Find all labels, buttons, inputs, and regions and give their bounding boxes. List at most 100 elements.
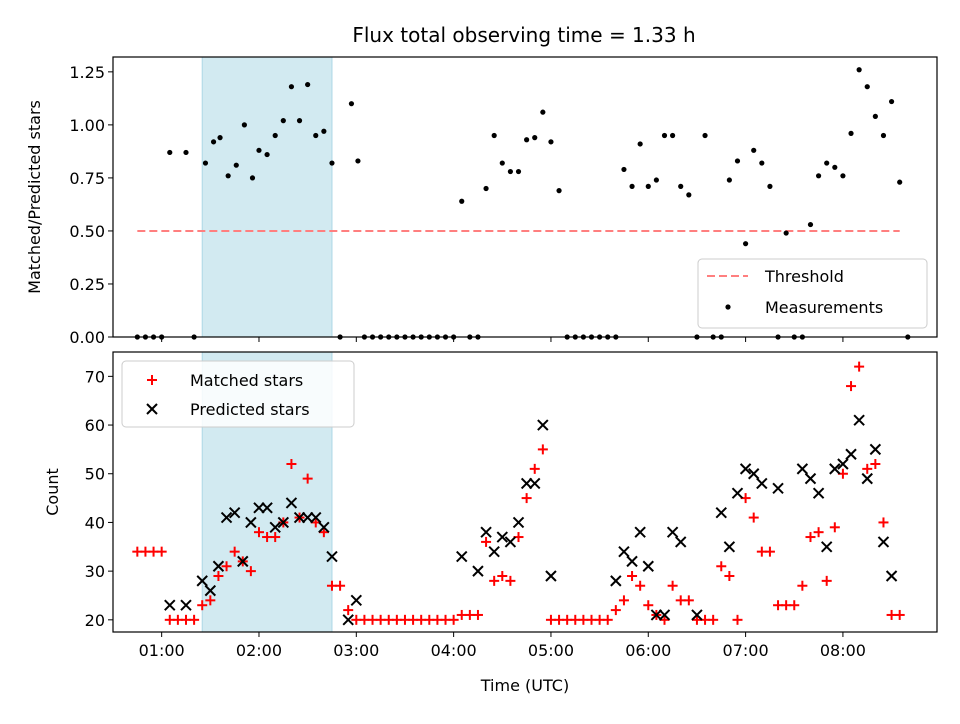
- predicted-star-point: [269, 521, 281, 534]
- measurement-point: [621, 166, 627, 173]
- legend-box: [121, 360, 355, 428]
- predicted-star-point: [715, 506, 727, 519]
- measurement-point: [864, 84, 870, 90]
- predicted-star-point: [529, 477, 541, 490]
- predicted-star-point: [512, 516, 525, 529]
- matched-star-point: [618, 595, 629, 606]
- y-tick-label: 0.00: [69, 328, 105, 347]
- predicted-star-point: [739, 463, 752, 475]
- matched-star-point: [813, 527, 824, 538]
- predicted-star-point: [285, 497, 298, 509]
- predicted-star-point: [220, 511, 233, 524]
- predicted-star-point: [829, 463, 841, 475]
- matched-star-point: [821, 575, 832, 586]
- axes-frame: [112, 56, 938, 338]
- predicted-star-point: [691, 609, 703, 621]
- predicted-star-point-b: [456, 550, 468, 563]
- y-tick-label: 1.25: [69, 63, 105, 82]
- predicted-star-point-b: [245, 516, 257, 529]
- predicted-star-point-b: [804, 472, 817, 485]
- predicted-star-point: [253, 502, 265, 514]
- matched-star-point: [189, 614, 200, 625]
- measurement-point: [210, 139, 217, 145]
- predicted-star-point: [456, 550, 468, 563]
- measurement-point: [288, 84, 295, 90]
- measurement-point: [499, 160, 505, 166]
- x-tick-label: 03:00: [333, 641, 379, 660]
- x-tick-label: 02:00: [236, 641, 282, 660]
- predicted-star-point: [301, 511, 314, 524]
- predicted-star-point: [164, 599, 176, 611]
- matched-star-point: [643, 600, 654, 611]
- y-tick-label: 70: [85, 367, 105, 386]
- x-tick-label: 05:00: [528, 641, 574, 660]
- predicted-star-point: [204, 584, 217, 597]
- predicted-star-point: [196, 575, 208, 587]
- predicted-star-point-b: [253, 502, 265, 514]
- predicted-star-point: [634, 526, 646, 538]
- predicted-star-point-b: [829, 463, 841, 475]
- predicted-star-point: [245, 516, 257, 529]
- predicted-star-point-b: [285, 497, 298, 509]
- predicted-star-point-b: [666, 526, 679, 538]
- predicted-star-point-b: [212, 560, 225, 572]
- predicted-star-point-b: [512, 516, 525, 529]
- predicted-star-point-b: [237, 555, 249, 568]
- matched-star-point: [789, 600, 800, 611]
- measurement-point: [217, 135, 223, 141]
- predicted-star-point-b: [180, 599, 192, 611]
- matched-star-point: [627, 571, 638, 581]
- predicted-star-point-b: [277, 516, 290, 529]
- measurement-point: [726, 177, 732, 183]
- legend-matched-swatch: [147, 375, 157, 385]
- chart-title: Flux total observing time = 1.33 h: [352, 23, 695, 47]
- measurement-point: [202, 160, 209, 166]
- predicted-star-point-b: [326, 550, 338, 563]
- matched-star-point: [529, 463, 540, 474]
- measurement-point: [637, 141, 643, 147]
- measurement-point: [783, 230, 789, 236]
- measurement-point: [183, 149, 189, 156]
- measurement-point: [483, 185, 489, 192]
- legend-threshold-label: Threshold: [764, 267, 844, 286]
- matched-star-point: [748, 512, 759, 523]
- predicted-star-point-b: [715, 506, 727, 519]
- x-tick-label: 06:00: [625, 641, 671, 660]
- y-tick-label: 60: [85, 416, 105, 435]
- predicted-star-point: [675, 536, 687, 548]
- predicted-star-point: [237, 555, 249, 568]
- measurement-point: [241, 122, 247, 128]
- measurement-point: [329, 160, 335, 166]
- measurement-point: [556, 188, 562, 194]
- predicted-star-point-b: [545, 570, 557, 582]
- predicted-star-point-b: [772, 482, 784, 495]
- predicted-star-point: [731, 487, 744, 499]
- predicted-star-point-b: [642, 560, 654, 572]
- measurement-point: [507, 168, 514, 175]
- predicted-star-point: [277, 516, 290, 529]
- matched-star-point: [343, 605, 354, 616]
- predicted-star-point: [748, 468, 760, 480]
- measurement-point: [702, 132, 708, 139]
- predicted-star-point-b: [220, 511, 233, 524]
- measurement-point: [815, 173, 822, 179]
- predicted-star-point: [496, 531, 508, 543]
- predicted-star-point: [642, 560, 654, 572]
- matched-star-point: [318, 527, 329, 538]
- predicted-star-point-b: [204, 584, 217, 597]
- matched-star-point: [286, 459, 297, 469]
- measurement-point: [540, 109, 546, 115]
- measurement-point: [872, 113, 878, 119]
- predicted-star-point-b: [301, 511, 314, 524]
- matched-star-point: [683, 595, 694, 606]
- matched-star-point: [489, 575, 500, 586]
- matched-star-point: [805, 532, 816, 543]
- measurement-point: [459, 198, 465, 204]
- legend-bottom: Matched stars Predicted stars: [121, 360, 355, 428]
- matched-star-point: [448, 614, 459, 625]
- matched-star-point: [870, 459, 881, 469]
- predicted-star-point-b: [504, 536, 517, 548]
- matched-star-point: [537, 444, 548, 455]
- matched-star-point: [708, 614, 719, 625]
